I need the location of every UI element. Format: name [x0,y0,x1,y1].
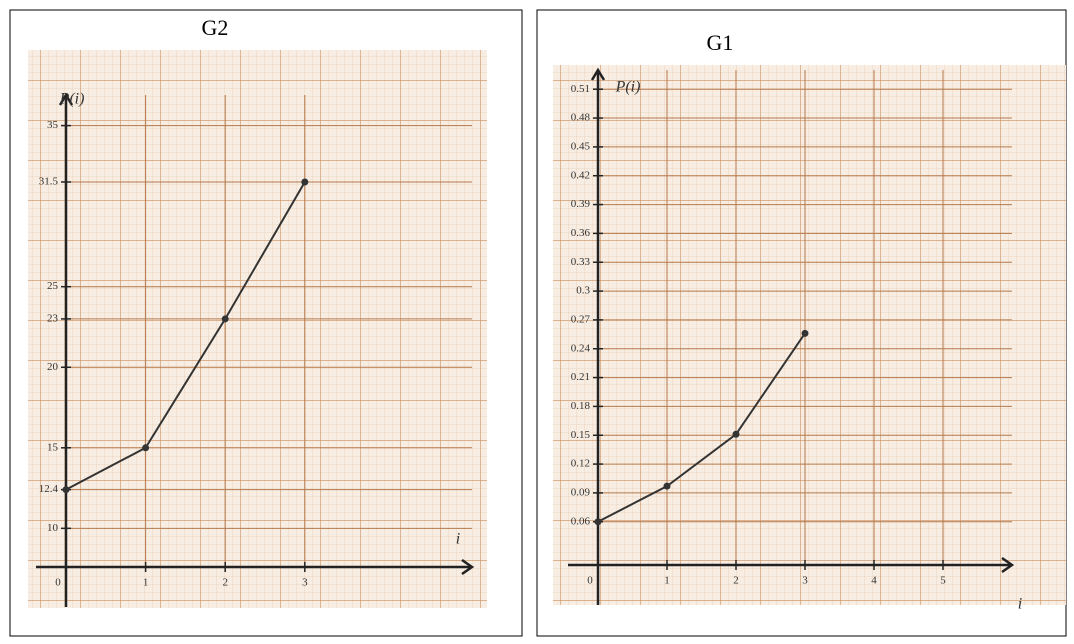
x-tick-label: 5 [940,575,946,587]
y-tick-label: 10 [47,522,59,534]
data-line [65,181,306,491]
y-axis [590,67,606,605]
paper-grid-g2 [28,50,487,608]
y-tick-label: 20 [47,361,59,373]
data-line [597,332,806,523]
chart-title: G2 [202,15,229,40]
y-tick-label: 0.21 [571,371,590,383]
y-axis-label: P(i) [59,91,85,108]
data-point [142,444,150,452]
data-point [62,486,70,494]
x-tick-label: 3 [802,575,808,587]
y-tick-label: 0.33 [571,256,591,268]
y-tick-label: 0.45 [571,140,591,152]
chart-title: G1 [707,30,734,55]
y-tick-label: 0.3 [576,285,590,297]
data-point [594,518,602,526]
y-tick-label: 0.15 [571,429,591,441]
x-axis [36,558,475,576]
y-tick-label: 0.36 [571,227,591,239]
y-tick-label: 12.4 [39,483,59,495]
y-tick-label: 0.27 [571,313,591,325]
paper-grid-g1 [553,65,1066,605]
y-tick-label: 0.12 [571,458,590,470]
y-tick-label: 0.09 [571,486,591,498]
y-tick-label: 0.42 [571,169,590,181]
x-axis [568,556,1015,574]
x-axis-label: i [456,531,460,548]
data-point [221,315,229,323]
x-tick-label: 4 [871,575,877,587]
y-tick-label: 0.39 [571,198,591,210]
x-tick-label: 2 [733,575,739,587]
y-tick-label: 0.51 [571,83,590,95]
y-tick-label: 0.48 [571,112,591,124]
data-point [301,178,309,186]
x-tick-label: 1 [143,577,149,589]
y-tick-label: 0.06 [571,515,591,527]
data-point [732,430,740,438]
y-tick-label: 23 [47,312,59,324]
y-tick-label: 15 [47,441,59,453]
x-tick-label: 3 [302,577,308,589]
y-tick-label: 0.18 [571,400,591,412]
x-axis-label: i [1018,596,1022,613]
y-tick-label: 35 [47,119,59,131]
y-tick-label: 0.24 [571,342,591,354]
x-tick-label: 0 [55,577,61,589]
data-point [801,329,809,337]
data-point [663,482,671,490]
y-tick-label: 31.5 [39,176,59,188]
y-tick-label: 25 [47,280,59,292]
x-tick-label: 1 [664,575,670,587]
x-tick-label: 0 [587,575,593,587]
y-axis-label: P(i) [615,79,641,96]
x-tick-label: 2 [222,577,228,589]
y-axis [58,92,74,607]
